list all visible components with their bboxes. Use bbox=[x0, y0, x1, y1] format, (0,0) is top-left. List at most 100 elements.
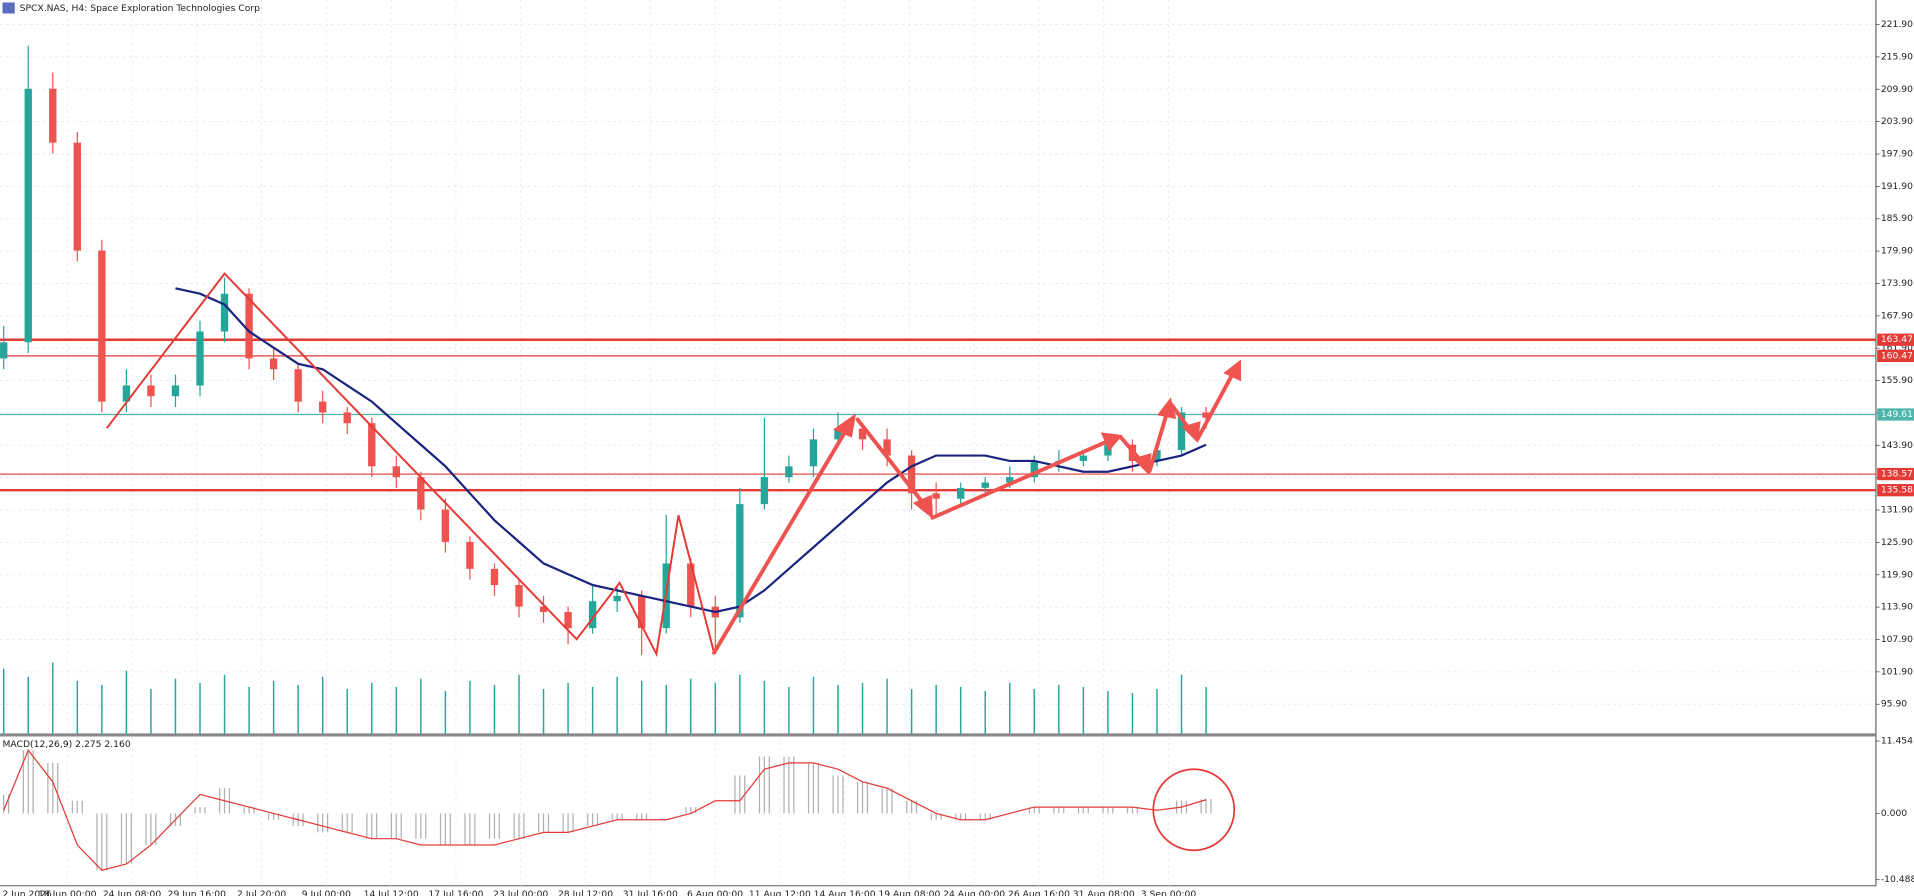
candle-body bbox=[981, 482, 989, 488]
candle-body bbox=[1202, 412, 1210, 418]
macd-tick-label: 0.000 bbox=[1881, 808, 1907, 819]
candle-body bbox=[932, 493, 940, 499]
y-tick-label: 101.90 bbox=[1881, 666, 1913, 677]
x-tick-label: 29 Jun 16:00 bbox=[168, 889, 227, 896]
x-tick-label: 31 Aug 08:00 bbox=[1073, 889, 1135, 896]
y-tick-label: 173.90 bbox=[1881, 278, 1913, 289]
x-tick-label: 19 Aug 08:00 bbox=[878, 889, 940, 896]
arrow bbox=[855, 417, 928, 508]
macd-tick-label: 11.454 bbox=[1881, 736, 1913, 747]
candle-body bbox=[613, 595, 621, 602]
y-tick-label: 185.90 bbox=[1881, 213, 1913, 224]
x-tick-label: 9 Jul 00:00 bbox=[302, 889, 351, 896]
candle-body bbox=[122, 385, 131, 402]
candle-body bbox=[1079, 455, 1088, 461]
x-tick-label: 3 Sep 00:00 bbox=[1141, 889, 1197, 896]
arrow bbox=[930, 439, 1109, 520]
price-level-label: 138.57 bbox=[1881, 469, 1913, 480]
chart-title: SPCX.NAS, H4: Space Exploration Technolo… bbox=[20, 3, 260, 14]
y-tick-label: 179.90 bbox=[1881, 246, 1913, 257]
y-tick-label: 197.90 bbox=[1881, 149, 1913, 160]
y-tick-label: 167.90 bbox=[1881, 310, 1913, 321]
arrow bbox=[1195, 373, 1234, 442]
x-tick-label: 14 Jul 12:00 bbox=[364, 889, 419, 896]
x-tick-label: 26 Aug 16:00 bbox=[1008, 889, 1070, 896]
candle-body bbox=[441, 509, 450, 542]
candle-body bbox=[858, 428, 867, 440]
y-tick-label: 203.90 bbox=[1881, 116, 1913, 127]
volume bbox=[2, 662, 1207, 734]
arrows bbox=[712, 359, 1242, 655]
drawing-annotations bbox=[105, 272, 716, 658]
candle-body bbox=[515, 585, 523, 607]
macd-title: MACD(12,26,9) 2.275 2.160 bbox=[2, 739, 130, 750]
y-tick-label: 191.90 bbox=[1881, 181, 1913, 192]
x-tick-label: 24 Aug 00:00 bbox=[943, 889, 1005, 896]
y-tick-label: 209.90 bbox=[1881, 84, 1913, 95]
candle-body bbox=[564, 611, 572, 629]
candle-body bbox=[319, 401, 327, 413]
candle-body bbox=[343, 412, 351, 424]
candle-body bbox=[1177, 412, 1186, 451]
x-tick-label: 23 Jul 00:00 bbox=[493, 889, 548, 896]
x-tick-label: 18 Jun 00:00 bbox=[38, 889, 97, 896]
arrow bbox=[712, 427, 849, 655]
candle-body bbox=[490, 568, 499, 586]
price-level-label: 163.47 bbox=[1881, 334, 1913, 345]
y-tick-label: 119.90 bbox=[1881, 569, 1913, 580]
candle-body bbox=[760, 477, 769, 505]
candle-body bbox=[1153, 450, 1161, 461]
candle-body bbox=[809, 439, 818, 467]
candle-body bbox=[638, 595, 646, 629]
price-level-tag bbox=[1877, 349, 1914, 363]
candle-body bbox=[1006, 477, 1014, 483]
candle-body bbox=[73, 142, 81, 251]
candle-body bbox=[220, 293, 229, 332]
macd-signal bbox=[3, 749, 1207, 871]
price-level-label: 135.58 bbox=[1881, 485, 1913, 496]
symbol-icon[interactable] bbox=[2, 2, 15, 14]
candle-body bbox=[785, 466, 793, 478]
candle-body bbox=[368, 423, 376, 467]
candle-body bbox=[957, 487, 965, 499]
candle-body bbox=[294, 369, 302, 402]
price-level-label: 149.61 bbox=[1881, 409, 1913, 420]
levels: 163.47 160.47 149.61 138.57 135.58 bbox=[0, 333, 1914, 497]
arrow-head bbox=[1132, 453, 1152, 475]
arrow-head bbox=[833, 413, 857, 438]
candle-body bbox=[539, 606, 548, 612]
price-level-tag bbox=[1877, 408, 1914, 421]
candle-body bbox=[883, 439, 891, 456]
x-tick-label: 2 Jun 2026 bbox=[2, 889, 52, 896]
candle-body bbox=[245, 293, 253, 359]
candle-body bbox=[1104, 444, 1112, 456]
candle-body bbox=[196, 331, 204, 386]
y-tick-label: 95.90 bbox=[1881, 699, 1907, 710]
x-tick-label: 6 Aug 00:00 bbox=[687, 889, 743, 896]
y-tick-label: 155.90 bbox=[1881, 375, 1913, 386]
candle-body bbox=[588, 601, 597, 629]
candle-body bbox=[687, 563, 695, 607]
price-level-tag bbox=[1877, 333, 1914, 346]
y-tick-label: 161.90 bbox=[1881, 343, 1913, 354]
macd-tick-label: -10.488 bbox=[1881, 874, 1914, 885]
moving-average bbox=[175, 287, 1207, 614]
candle-body bbox=[466, 541, 474, 569]
arrow bbox=[1147, 411, 1169, 474]
x-tick-label: 17 Jul 16:00 bbox=[428, 889, 483, 896]
price-level-label: 160.47 bbox=[1881, 350, 1913, 361]
arrow-head bbox=[912, 494, 934, 520]
price-level-tag bbox=[1877, 484, 1914, 497]
y-tick-label: 131.90 bbox=[1881, 505, 1913, 516]
candle-body bbox=[907, 455, 916, 494]
candle-body bbox=[834, 428, 842, 440]
candle-body bbox=[1030, 460, 1038, 478]
candle-body bbox=[392, 466, 400, 478]
candle-body bbox=[98, 250, 106, 402]
candle-body bbox=[417, 477, 425, 510]
y-tick-label: 125.90 bbox=[1881, 537, 1913, 548]
candle-body bbox=[736, 504, 744, 618]
y-tick-label: 215.90 bbox=[1881, 51, 1913, 62]
